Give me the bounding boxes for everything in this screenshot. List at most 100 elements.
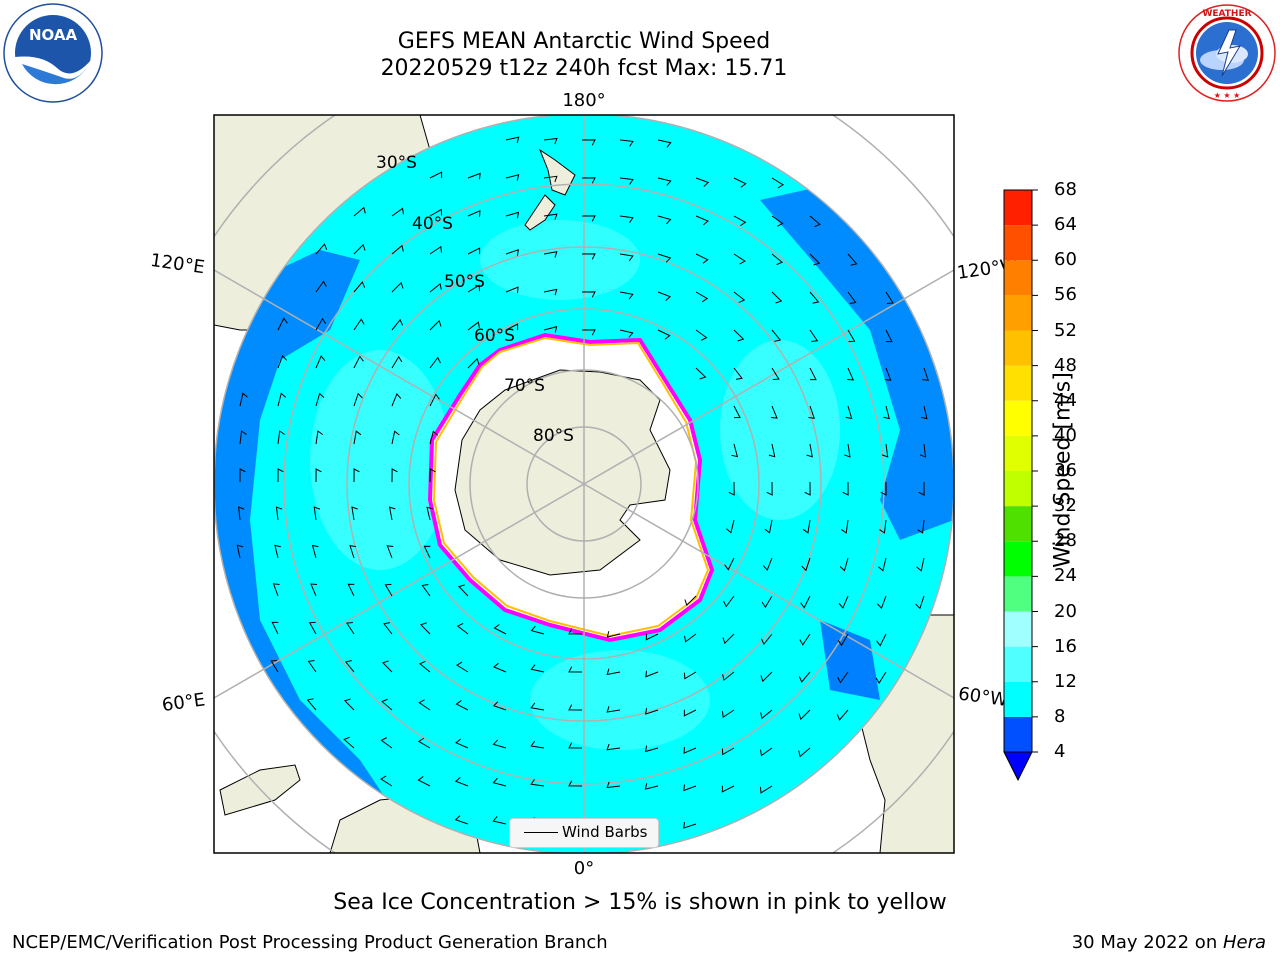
svg-text:★ ★ ★: ★ ★ ★ (1214, 91, 1241, 100)
wind-barb (391, 318, 404, 331)
new-zealand-land (524, 148, 576, 231)
wind-barb (493, 624, 507, 635)
wind-barb (878, 557, 887, 572)
wind-barb (467, 210, 481, 217)
lat-label-30s: 30°S (376, 153, 417, 173)
colorbar-tick-label: 52 (1054, 319, 1077, 341)
wind-barb (884, 367, 892, 381)
wind-barb (344, 660, 355, 673)
wind-barb (916, 557, 925, 572)
wind-barb (760, 747, 773, 757)
wind-barb (306, 698, 317, 711)
wind-barb (798, 671, 811, 683)
wind-barb (695, 329, 708, 341)
wind-barb (391, 207, 404, 217)
wind-barb (879, 519, 887, 534)
wind-barb (731, 443, 739, 458)
wind-barb (271, 621, 279, 635)
wind-barb (353, 430, 362, 445)
wind-barb (844, 443, 851, 458)
wind-barb (493, 662, 507, 673)
wind-barb (695, 177, 710, 187)
wind-barb (644, 783, 659, 790)
wind-barb (384, 583, 393, 597)
wind-barb (800, 595, 811, 609)
map-legend: Wind Barbs (509, 818, 659, 848)
colorbar-tick-label: 8 (1054, 705, 1066, 727)
wind-barb (770, 405, 778, 419)
wind-barb (880, 481, 887, 496)
wind-barb (381, 660, 393, 673)
wind-barb (836, 709, 849, 721)
wind-barb (644, 745, 659, 753)
wind-barb (723, 595, 735, 608)
wind-barb (837, 633, 849, 647)
wind-barb (581, 177, 596, 184)
wind-barb (346, 621, 355, 635)
wind-patch (480, 220, 640, 300)
wind-barb (759, 785, 773, 794)
wind-barb (543, 251, 558, 258)
wind-barb (315, 280, 327, 293)
wind-barb (606, 631, 621, 638)
wind-barb (380, 737, 393, 749)
colorbar-tick-label: 20 (1054, 600, 1077, 622)
wind-barb (806, 443, 813, 458)
wind-barb (277, 468, 284, 483)
wind-barb (645, 670, 659, 678)
wind-barb (492, 777, 507, 787)
wind-barb (543, 137, 558, 145)
wind-barb (423, 545, 431, 559)
colorbar-tick-label: 4 (1054, 741, 1066, 762)
footer-date-text: 30 May 2022 on (1071, 932, 1223, 953)
wind-barb (239, 430, 247, 445)
wind-barb (606, 781, 621, 789)
wind-barb (391, 244, 404, 255)
wind-barb (391, 430, 400, 445)
wind-barb (543, 326, 558, 333)
wind-barb (492, 701, 507, 711)
wind-barb (380, 775, 393, 787)
wind-barb (505, 136, 520, 144)
wind-barb (798, 709, 811, 721)
lat-label-50s: 50°S (444, 272, 485, 292)
wind-barb (760, 633, 773, 646)
wind-barb (657, 291, 672, 302)
chart-title: GEFS MEAN Antarctic Wind Speed (397, 29, 771, 54)
wind-barb (454, 815, 469, 825)
wind-barb (760, 709, 773, 720)
wind-barb (804, 481, 811, 496)
wind-barb (619, 215, 634, 223)
lon-label-180: 180° (562, 90, 605, 111)
wind-barb (239, 468, 246, 483)
wind-barb (847, 329, 856, 343)
wind-barb (619, 177, 634, 185)
wind-barb (530, 625, 545, 635)
wind-barb (391, 468, 398, 483)
wind-barb (683, 822, 697, 829)
wind-barb (581, 291, 596, 298)
wind-barb (799, 633, 811, 646)
wind-barb (456, 623, 469, 635)
wind-barb (505, 323, 519, 331)
wind-barb (343, 698, 355, 711)
wind-barb (353, 392, 363, 407)
wind-barb (919, 443, 927, 458)
wind-barb (771, 253, 784, 266)
wind-barb (733, 215, 747, 227)
wind-barb (764, 519, 773, 534)
colorbar-tick-label: 44 (1054, 389, 1077, 411)
wind-barb (455, 738, 469, 749)
wind-barb (877, 595, 887, 610)
wind-barb (645, 633, 659, 641)
wind-barb (391, 355, 403, 369)
wind-barb (645, 708, 659, 715)
wind-barb (876, 633, 887, 647)
wind-barb (454, 776, 469, 787)
wind-barb (920, 405, 928, 420)
wind-barb (351, 506, 358, 521)
wind-barb (467, 247, 481, 255)
wind-barb (270, 659, 279, 673)
footer-date: 30 May 2022 on Hera (1072, 932, 1266, 953)
wind-barb (568, 628, 583, 635)
